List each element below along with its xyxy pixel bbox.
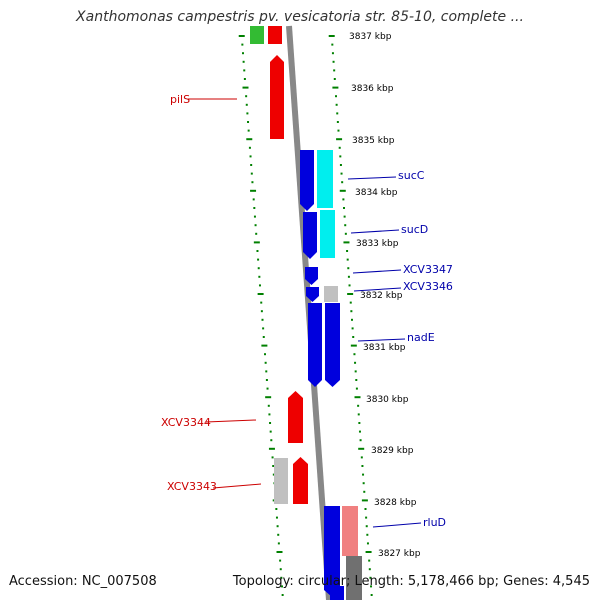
position-label: 3832 kbp — [360, 291, 403, 301]
position-label: 3829 kbp — [371, 446, 414, 456]
gene-labels: pilS sucC sucD XCV3347 XCV3346 nadE XCV3… — [161, 93, 453, 529]
gene-box-rluD-lower — [330, 586, 344, 600]
accession-text: Accession: NC_007508 — [9, 574, 157, 589]
pseudo-feature-XCV3346 — [324, 286, 338, 302]
gene-label-XCV3343[interactable]: XCV3343 — [167, 480, 217, 493]
genome-summary-text: Topology: circular; Length: 5,178,466 bp… — [232, 574, 590, 589]
position-label: 3831 kbp — [363, 343, 406, 353]
leader-XCV3343 — [212, 483, 262, 489]
tick-rows — [238, 35, 373, 596]
position-label: 3837 kbp — [349, 32, 392, 42]
gene-box-sucD-light — [320, 210, 335, 258]
gene-label-rluD[interactable]: rluD — [423, 516, 446, 529]
position-labels: 3837 kbp 3836 kbp 3835 kbp 3834 kbp 3833… — [349, 32, 421, 559]
position-label: 3835 kbp — [352, 136, 395, 146]
gene-arrow-XCV3347 — [305, 267, 318, 285]
leader-sucC — [347, 176, 397, 180]
position-label: 3834 kbp — [355, 188, 398, 198]
position-label: 3828 kbp — [374, 498, 417, 508]
gene-arrow-pilS — [270, 55, 284, 139]
gene-arrow-XCV3343 — [293, 457, 308, 504]
gene-box-sucC-light — [317, 150, 333, 208]
leader-XCV3347 — [352, 269, 402, 274]
upstream-feature-red — [268, 26, 282, 44]
pseudo-feature-XCV3343 — [274, 458, 288, 504]
leader-rluD — [372, 522, 422, 528]
position-label: 3827 kbp — [378, 549, 421, 559]
gene-arrow-nadE-2 — [325, 303, 340, 387]
gene-arrow-sucC — [300, 150, 314, 211]
leader-XCV3344 — [205, 419, 257, 423]
gene-arrow-XCV3344 — [288, 391, 303, 443]
position-label: 3836 kbp — [351, 84, 394, 94]
gene-label-pilS[interactable]: pilS — [170, 93, 190, 106]
gene-label-lines — [188, 98, 422, 528]
gene-arrow-XCV3346 — [306, 287, 319, 302]
gene-label-XCV3346[interactable]: XCV3346 — [403, 280, 453, 293]
gene-label-sucD[interactable]: sucD — [401, 223, 428, 236]
gene-arrow-rluD — [324, 506, 340, 597]
gene-label-sucC[interactable]: sucC — [398, 169, 425, 182]
gene-arrow-sucD — [303, 212, 317, 259]
gene-label-XCV3344[interactable]: XCV3344 — [161, 416, 211, 429]
position-label: 3833 kbp — [356, 239, 399, 249]
gene-label-nadE[interactable]: nadE — [407, 331, 435, 344]
forward-features — [250, 26, 308, 504]
leader-XCV3346 — [353, 287, 402, 292]
map-title: Xanthomonas campestris pv. vesicatoria s… — [76, 9, 524, 25]
gene-box-rluD-light — [342, 506, 358, 556]
leader-nadE — [357, 338, 406, 342]
gene-arrow-nadE — [308, 303, 322, 387]
gene-box-rluD-dark — [346, 556, 362, 600]
leader-sucD — [350, 229, 400, 234]
reverse-features — [300, 150, 362, 600]
gene-label-XCV3347[interactable]: XCV3347 — [403, 263, 453, 276]
position-label: 3830 kbp — [366, 395, 409, 405]
upstream-feature-green — [250, 26, 264, 44]
